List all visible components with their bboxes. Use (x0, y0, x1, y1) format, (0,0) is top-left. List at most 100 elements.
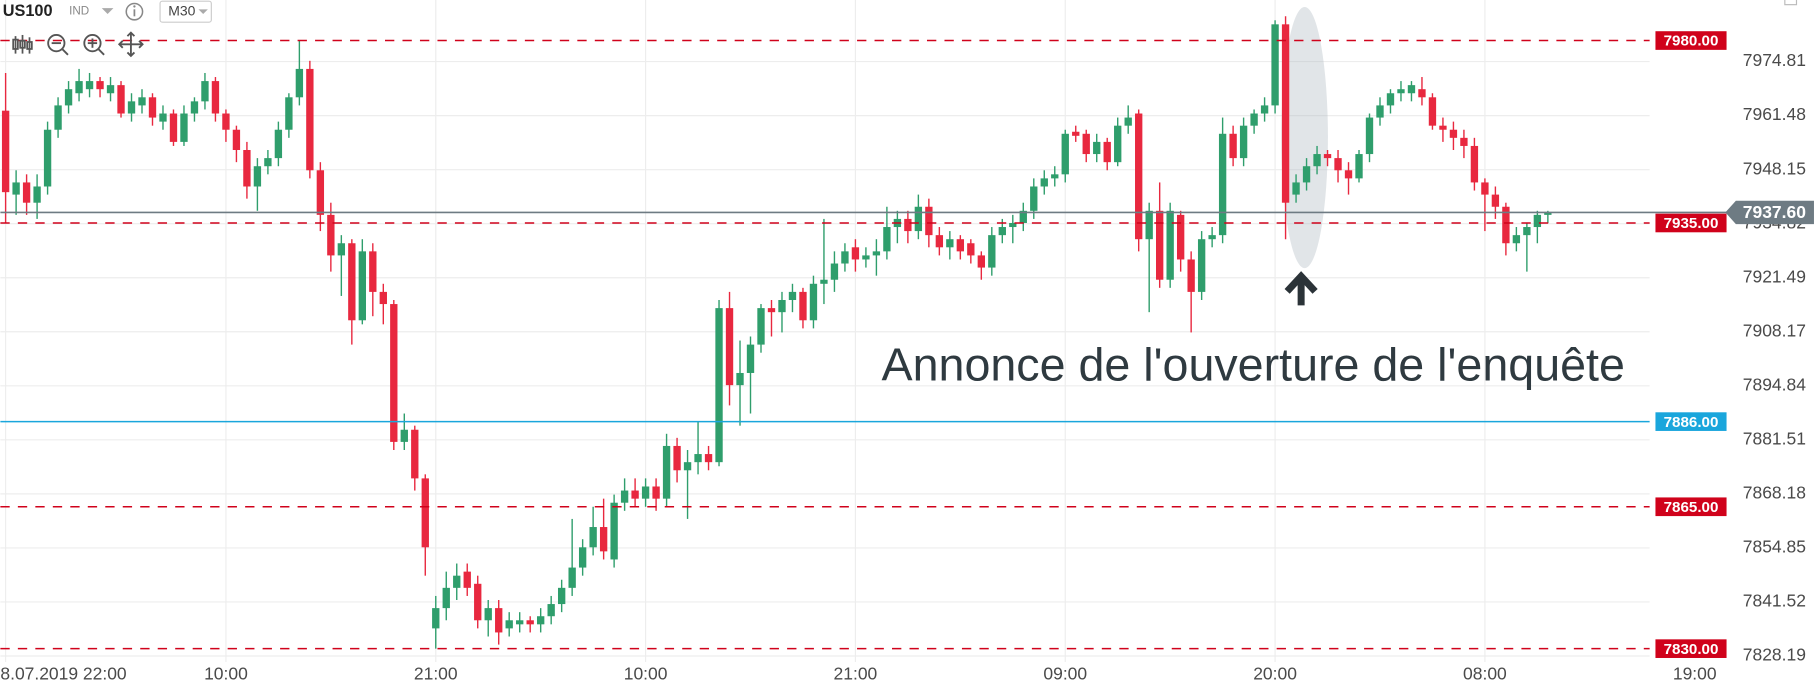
level-tag (1655, 497, 1727, 517)
pan-button[interactable] (117, 31, 144, 58)
level-tag (1655, 639, 1727, 658)
candle-body (442, 587, 450, 609)
candle-body (232, 129, 241, 151)
candle-body (1460, 137, 1468, 146)
timeframe-box[interactable] (159, 0, 212, 23)
candle-body (946, 239, 954, 248)
candle-body (1386, 93, 1395, 106)
symbol-type: IND (69, 5, 89, 18)
candle-body (1019, 210, 1027, 223)
candle-body (872, 251, 881, 256)
y-tick-label: 7828.19 (1743, 645, 1806, 665)
candle-body (1156, 210, 1164, 280)
candle-type-button[interactable] (12, 34, 33, 54)
candle-body (778, 300, 786, 313)
level-label: 7830.00 (1664, 641, 1719, 658)
candle-body (1051, 174, 1059, 179)
candle-body (1208, 235, 1216, 240)
candle-body (285, 97, 293, 130)
candle-body (1418, 89, 1426, 98)
candle-body (1271, 24, 1279, 106)
candle-body (75, 81, 83, 94)
zoom-in-button[interactable] (83, 34, 105, 56)
candle-body (904, 218, 912, 232)
candle-body (715, 308, 723, 463)
candle-body (1407, 85, 1416, 94)
candle-body (474, 583, 482, 621)
timeframe[interactable]: M30 (168, 2, 195, 18)
candle-body (977, 255, 985, 268)
candle-body (148, 97, 157, 118)
candle-body (43, 129, 52, 187)
candle-body (862, 255, 870, 260)
current-price-label: 7937.60 (1743, 202, 1806, 222)
symbol: US100 (3, 2, 53, 20)
candle-body (484, 608, 492, 621)
y-tick-label: 7961.48 (1743, 104, 1806, 124)
candles (1, 16, 1552, 649)
candle-body (1145, 210, 1153, 240)
candle-body (180, 113, 188, 142)
y-tick-label: 7921.49 (1743, 266, 1806, 286)
candle-body (1135, 113, 1143, 240)
y-tick-label: 7974.81 (1743, 50, 1806, 70)
candle-body (295, 68, 304, 98)
candle-body (1166, 210, 1174, 280)
candle-body (379, 291, 387, 305)
candle-body (1103, 141, 1111, 163)
candle-body (1355, 154, 1363, 179)
x-tick-label: 10:00 (204, 663, 248, 683)
candle-body (1030, 186, 1038, 211)
candle-body (495, 608, 503, 633)
candle-body (1281, 24, 1290, 203)
dropdown[interactable] (101, 8, 114, 14)
level-label: 7865.00 (1664, 499, 1719, 516)
candle-body (652, 486, 660, 499)
candle-body (557, 587, 566, 605)
candle-body (1439, 125, 1447, 130)
candle-body (662, 445, 671, 499)
tags: 7980.00 7935.00 7886.00 7865.00 7830.00 7937.… (1655, 31, 1814, 658)
zoom-out-button[interactable] (47, 34, 69, 56)
x-tick-label: 19:00 (1673, 663, 1717, 683)
candle-body (1334, 158, 1342, 171)
candle-body (757, 308, 765, 345)
level-label: 7886.00 (1664, 414, 1719, 431)
candle-body (736, 372, 744, 386)
candle-body (64, 89, 73, 106)
candle-body (12, 182, 20, 195)
candle-body (1481, 182, 1489, 195)
info-icon[interactable] (125, 2, 144, 21)
candle-body (348, 243, 356, 321)
candle-body (746, 344, 755, 373)
candle-body (1313, 154, 1321, 167)
candle-body (1533, 214, 1542, 228)
candle-body (337, 243, 346, 256)
candle-body (526, 620, 534, 625)
y-tick-label: 7854.85 (1743, 537, 1806, 557)
candle-body (1302, 166, 1311, 183)
candle-body (788, 291, 797, 301)
current-price-tag (1725, 200, 1814, 225)
candle-body (1082, 133, 1090, 155)
candle-body (117, 85, 125, 114)
candle-body (159, 113, 167, 122)
candle-body (851, 247, 860, 260)
candle-body (547, 604, 555, 617)
y-tick-label: 7841.52 (1743, 591, 1806, 611)
candle-body (956, 239, 965, 252)
level-label: 7980.00 (1664, 33, 1719, 50)
y-tick-label: 7881.51 (1743, 428, 1806, 448)
candle-body (1093, 141, 1101, 155)
x-tick-label: 08:00 (1463, 663, 1507, 683)
candle-body (914, 206, 923, 232)
candle-body (631, 490, 639, 499)
candle-body (1491, 194, 1500, 207)
window-icon[interactable] (1784, 0, 1798, 6)
candle-body (400, 429, 408, 442)
candle-body (620, 490, 629, 503)
timeframe-dropdown[interactable] (198, 9, 208, 14)
grid (0, 0, 1650, 663)
x-tick-label: 21:00 (834, 663, 878, 683)
